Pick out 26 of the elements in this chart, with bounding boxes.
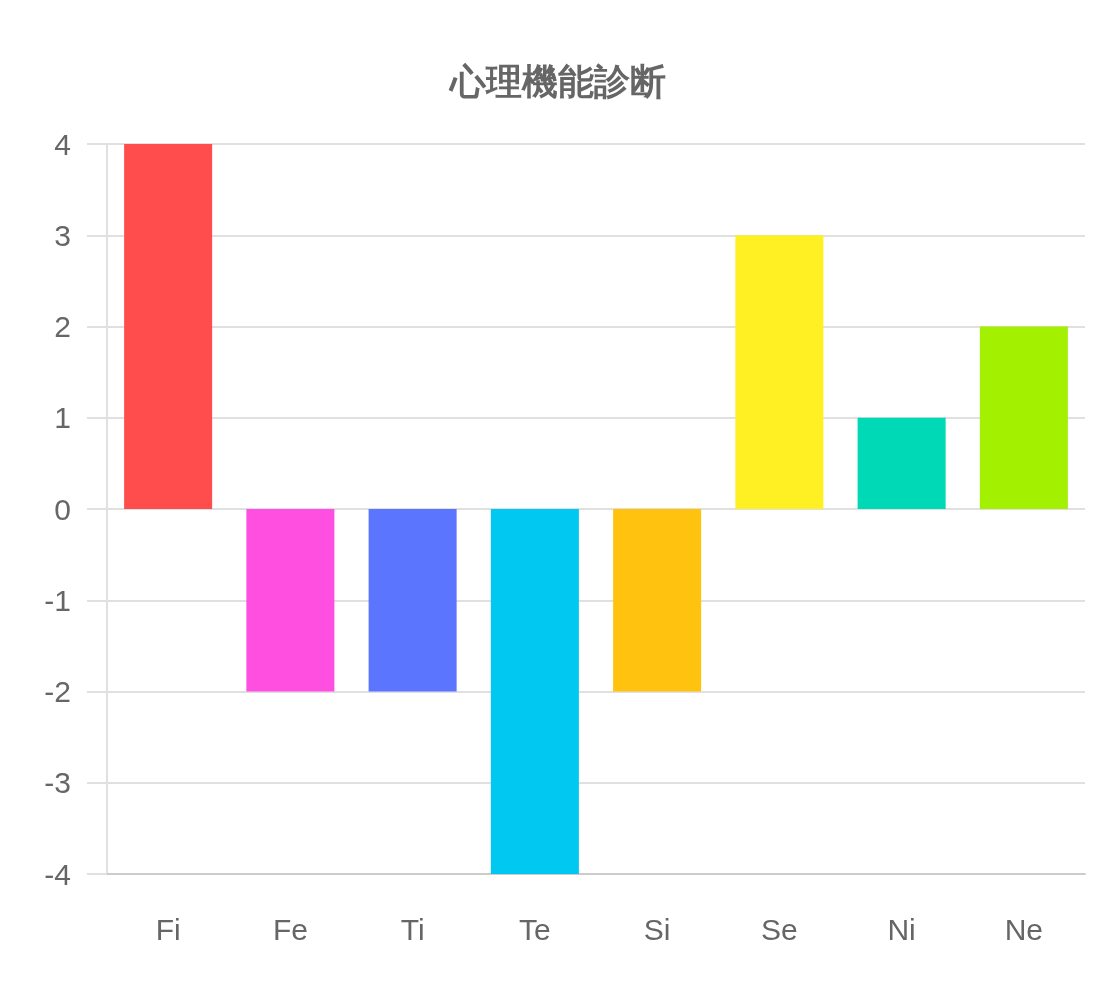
y-tick-label: 3 [54,218,71,252]
bar [368,509,457,692]
y-tick-label: 1 [54,401,71,435]
bar [979,326,1068,509]
x-tick-label: Te [519,912,551,946]
bar [735,235,824,509]
bar [613,509,702,692]
y-tick-label: -1 [44,583,71,617]
y-tick-label: -3 [44,766,71,800]
x-tick-label: Fe [272,912,308,946]
y-tick-label: -2 [44,675,71,708]
y-tick-label: 2 [54,310,71,343]
bar [124,144,213,509]
x-tick-label: Fi [155,912,181,946]
bar [246,509,335,692]
bar [857,417,946,509]
bar [490,509,579,874]
x-tick-label: Si [643,912,671,946]
y-tick-label: 0 [54,492,71,526]
x-tick-label: Ne [1004,912,1044,946]
x-tick-label: Ni [887,912,916,946]
y-tick-label: -4 [44,857,71,891]
x-tick-label: Se [761,912,798,946]
chart-title: 心理機能診断 [448,60,666,102]
x-tick-label: Ti [400,912,425,946]
y-tick-label: 4 [54,127,71,161]
